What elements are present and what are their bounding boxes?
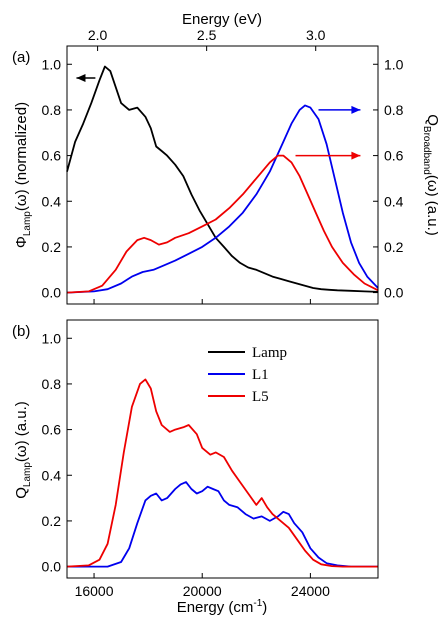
left-axis-title-sub: Lamp <box>22 211 33 236</box>
a-left-tick-label: 0.8 <box>42 102 62 118</box>
b-left-tick-label: 0.2 <box>42 513 62 529</box>
right-axis-title-rest: (ω) (a.u.) <box>424 175 438 236</box>
b-left-tick-label: 0.6 <box>42 422 62 438</box>
b-left-tick-label: 1.0 <box>42 330 62 346</box>
right-axis-title-sub: Broadband <box>421 126 432 175</box>
left-axis-title-main: Φ <box>13 236 30 248</box>
b-left-axis-title-rest: (ω) (a.u.) <box>13 401 30 462</box>
a-left-tick-label: 0.6 <box>42 148 62 164</box>
a-top-tick-label: 2.5 <box>197 27 217 43</box>
b-left-tick-label: 0.4 <box>42 467 62 483</box>
legend: Lamp L1 L5 <box>208 345 287 405</box>
a-top-tick-label: 3.0 <box>306 27 326 43</box>
a-right-tick-label: 0.0 <box>384 285 404 301</box>
a-top-tick-label: 2.0 <box>88 27 108 43</box>
b-left-tick-label: 0.8 <box>42 376 62 392</box>
b-bottom-tick-label: 24000 <box>291 583 330 599</box>
panel-b-curves <box>66 378 378 568</box>
l1-broadband-curve <box>66 104 379 294</box>
l5-curve <box>66 378 378 568</box>
a-right-tick-label: 0.8 <box>384 102 404 118</box>
panel-b-left-axis-title: QLamp(ω) (a.u.) <box>13 401 33 499</box>
b-left-axis-title-sub: Lamp <box>22 462 33 487</box>
b-left-axis-title-main: Q <box>13 487 30 499</box>
panel-a-frame <box>66 45 379 305</box>
right-axis-title-main: Q <box>424 114 438 126</box>
top-axis-title: Energy (eV) <box>182 11 262 28</box>
panel-a-arrows <box>76 73 361 160</box>
lamp-axis-arrow-head <box>76 73 86 82</box>
panel-a: Energy (eV) (a) 0.0 0.2 0.4 0.6 0.8 1.0 0.0 0.2… <box>12 11 438 305</box>
b-bottom-tick-label: 16000 <box>75 583 114 599</box>
x-axis-title-sup: -1 <box>253 598 262 609</box>
lamp-spectrum-curve <box>66 65 379 293</box>
b-left-tick-label: 0.0 <box>42 559 62 575</box>
l1-axis-arrow-head <box>351 105 361 114</box>
l1-curve <box>67 481 378 568</box>
x-axis-title-main: Energy (cm <box>177 599 254 616</box>
panel-a-right-axis-title: QBroadband(ω) (a.u.) <box>421 114 438 236</box>
panel-a-left-axis-title: ΦLamp(ω) (normalized) <box>13 102 33 248</box>
panel-b-x-axis-title: Energy (cm-1) <box>177 598 268 616</box>
panel-b-frame <box>66 319 379 579</box>
panel-b-label: (b) <box>12 323 30 340</box>
panel-a-label: (a) <box>12 49 30 66</box>
panel-b: (b) 0.0 0.2 0.4 0.6 0.8 1.0 16000 20000 24000 La… <box>12 319 379 616</box>
legend-label-lamp: Lamp <box>252 345 287 361</box>
x-axis-title-end: ) <box>262 599 267 616</box>
a-right-tick-label: 0.6 <box>384 148 404 164</box>
a-left-tick-label: 0.4 <box>42 193 62 209</box>
l5-axis-arrow-head <box>351 151 361 160</box>
panel-b-ticks: 0.0 0.2 0.4 0.6 0.8 1.0 16000 20000 24000 <box>42 330 331 599</box>
a-left-tick-label: 1.0 <box>42 56 62 72</box>
left-axis-title-rest: (ω) (normalized) <box>13 102 30 211</box>
l5-broadband-curve <box>66 154 379 294</box>
a-right-tick-label: 1.0 <box>384 56 404 72</box>
panel-a-ticks: 0.0 0.2 0.4 0.6 0.8 1.0 0.0 0.2 0.4 0.6 0.8 1.0 2.0 2… <box>42 27 404 304</box>
legend-label-l1: L1 <box>252 367 269 383</box>
panel-a-curves <box>66 65 379 294</box>
legend-label-l5: L5 <box>252 389 269 405</box>
a-left-tick-label: 0.2 <box>42 239 62 255</box>
b-bottom-tick-label: 20000 <box>183 583 222 599</box>
a-right-tick-label: 0.2 <box>384 239 404 255</box>
a-right-tick-label: 0.4 <box>384 193 404 209</box>
a-left-tick-label: 0.0 <box>42 285 62 301</box>
